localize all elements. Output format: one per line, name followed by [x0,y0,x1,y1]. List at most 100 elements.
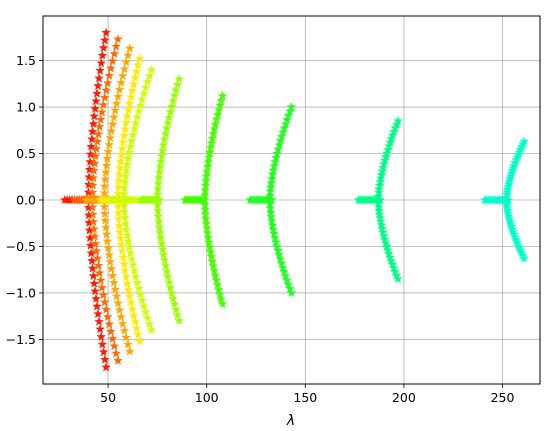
data-point [154,167,165,177]
data-point [160,129,171,139]
data-point [125,141,136,151]
data-point [121,57,131,67]
data-point [101,85,112,95]
data-points [59,27,530,372]
x-tick-label: 50 [100,390,116,405]
data-point [124,242,135,252]
data-point [283,279,294,289]
data-point [97,339,108,349]
data-point [153,172,164,183]
data-point [135,100,146,110]
data-point [109,277,119,287]
data-point [166,101,177,111]
series-7 [180,90,228,309]
data-point [100,222,111,232]
data-point [114,305,125,315]
data-point [207,256,218,266]
data-point [96,58,107,68]
data-point [124,147,135,157]
data-point [174,74,184,84]
data-point [107,119,118,129]
data-point [142,313,153,323]
data-point [122,159,133,169]
data-point [104,70,115,80]
data-point [95,65,105,75]
data-point [98,42,109,53]
data-point [265,190,275,200]
data-point [205,246,216,257]
data-point [127,304,138,314]
data-point [146,64,157,75]
data-point [88,209,98,219]
data-point [154,222,165,232]
data-point [119,64,130,74]
data-point [103,146,114,156]
data-point [157,145,168,155]
data-point [89,111,100,121]
data-point [113,298,123,308]
data-point [123,153,134,163]
data-point [103,243,114,253]
data-point [155,227,165,238]
data-point [142,76,153,86]
data-point [98,289,109,300]
data-point [86,141,97,151]
data-point [106,63,116,73]
data-point [93,308,103,319]
data-point [131,66,142,76]
data-point [95,324,105,334]
data-point [95,275,106,285]
data-point [126,297,136,307]
data-point [121,224,132,234]
data-point [132,112,143,122]
data-point [134,336,145,346]
data-point [98,99,109,110]
data-point [210,270,221,280]
data-point [87,134,97,144]
data-point [121,165,132,175]
data-point [90,238,101,248]
data-point [119,189,129,199]
data-point [165,282,176,292]
data-point [88,180,98,190]
data-point [104,319,115,329]
data-point [90,103,100,113]
data-point [275,254,286,264]
x-tick-label: 200 [392,390,416,405]
data-point [139,301,149,311]
data-point [89,224,99,234]
data-point [116,311,126,322]
data-point [91,143,102,153]
data-point [133,283,144,293]
data-point [279,266,289,276]
data-point [123,50,133,60]
data-point [99,181,110,191]
data-point [105,132,116,143]
data-point [129,265,140,276]
data-point [123,105,134,115]
data-point [130,118,141,128]
data-point [216,294,227,304]
data-point [278,262,288,272]
data-point [104,250,115,260]
data-point [127,85,138,95]
data-point [157,244,168,254]
data-point [159,255,170,265]
data-point [212,280,223,290]
data-point [172,79,183,89]
data-point [274,249,284,260]
data-point [111,41,121,51]
data-point [155,161,165,172]
data-point [156,238,167,249]
x-axis-ticks: 50 100 150 200 250 [100,384,515,405]
data-point [140,307,151,317]
data-point [153,178,164,188]
data-point [519,136,530,146]
data-point [156,156,166,166]
data-point [100,354,110,364]
data-point [84,164,95,174]
data-point [121,332,131,342]
data-point [87,263,98,273]
data-point [123,284,134,294]
